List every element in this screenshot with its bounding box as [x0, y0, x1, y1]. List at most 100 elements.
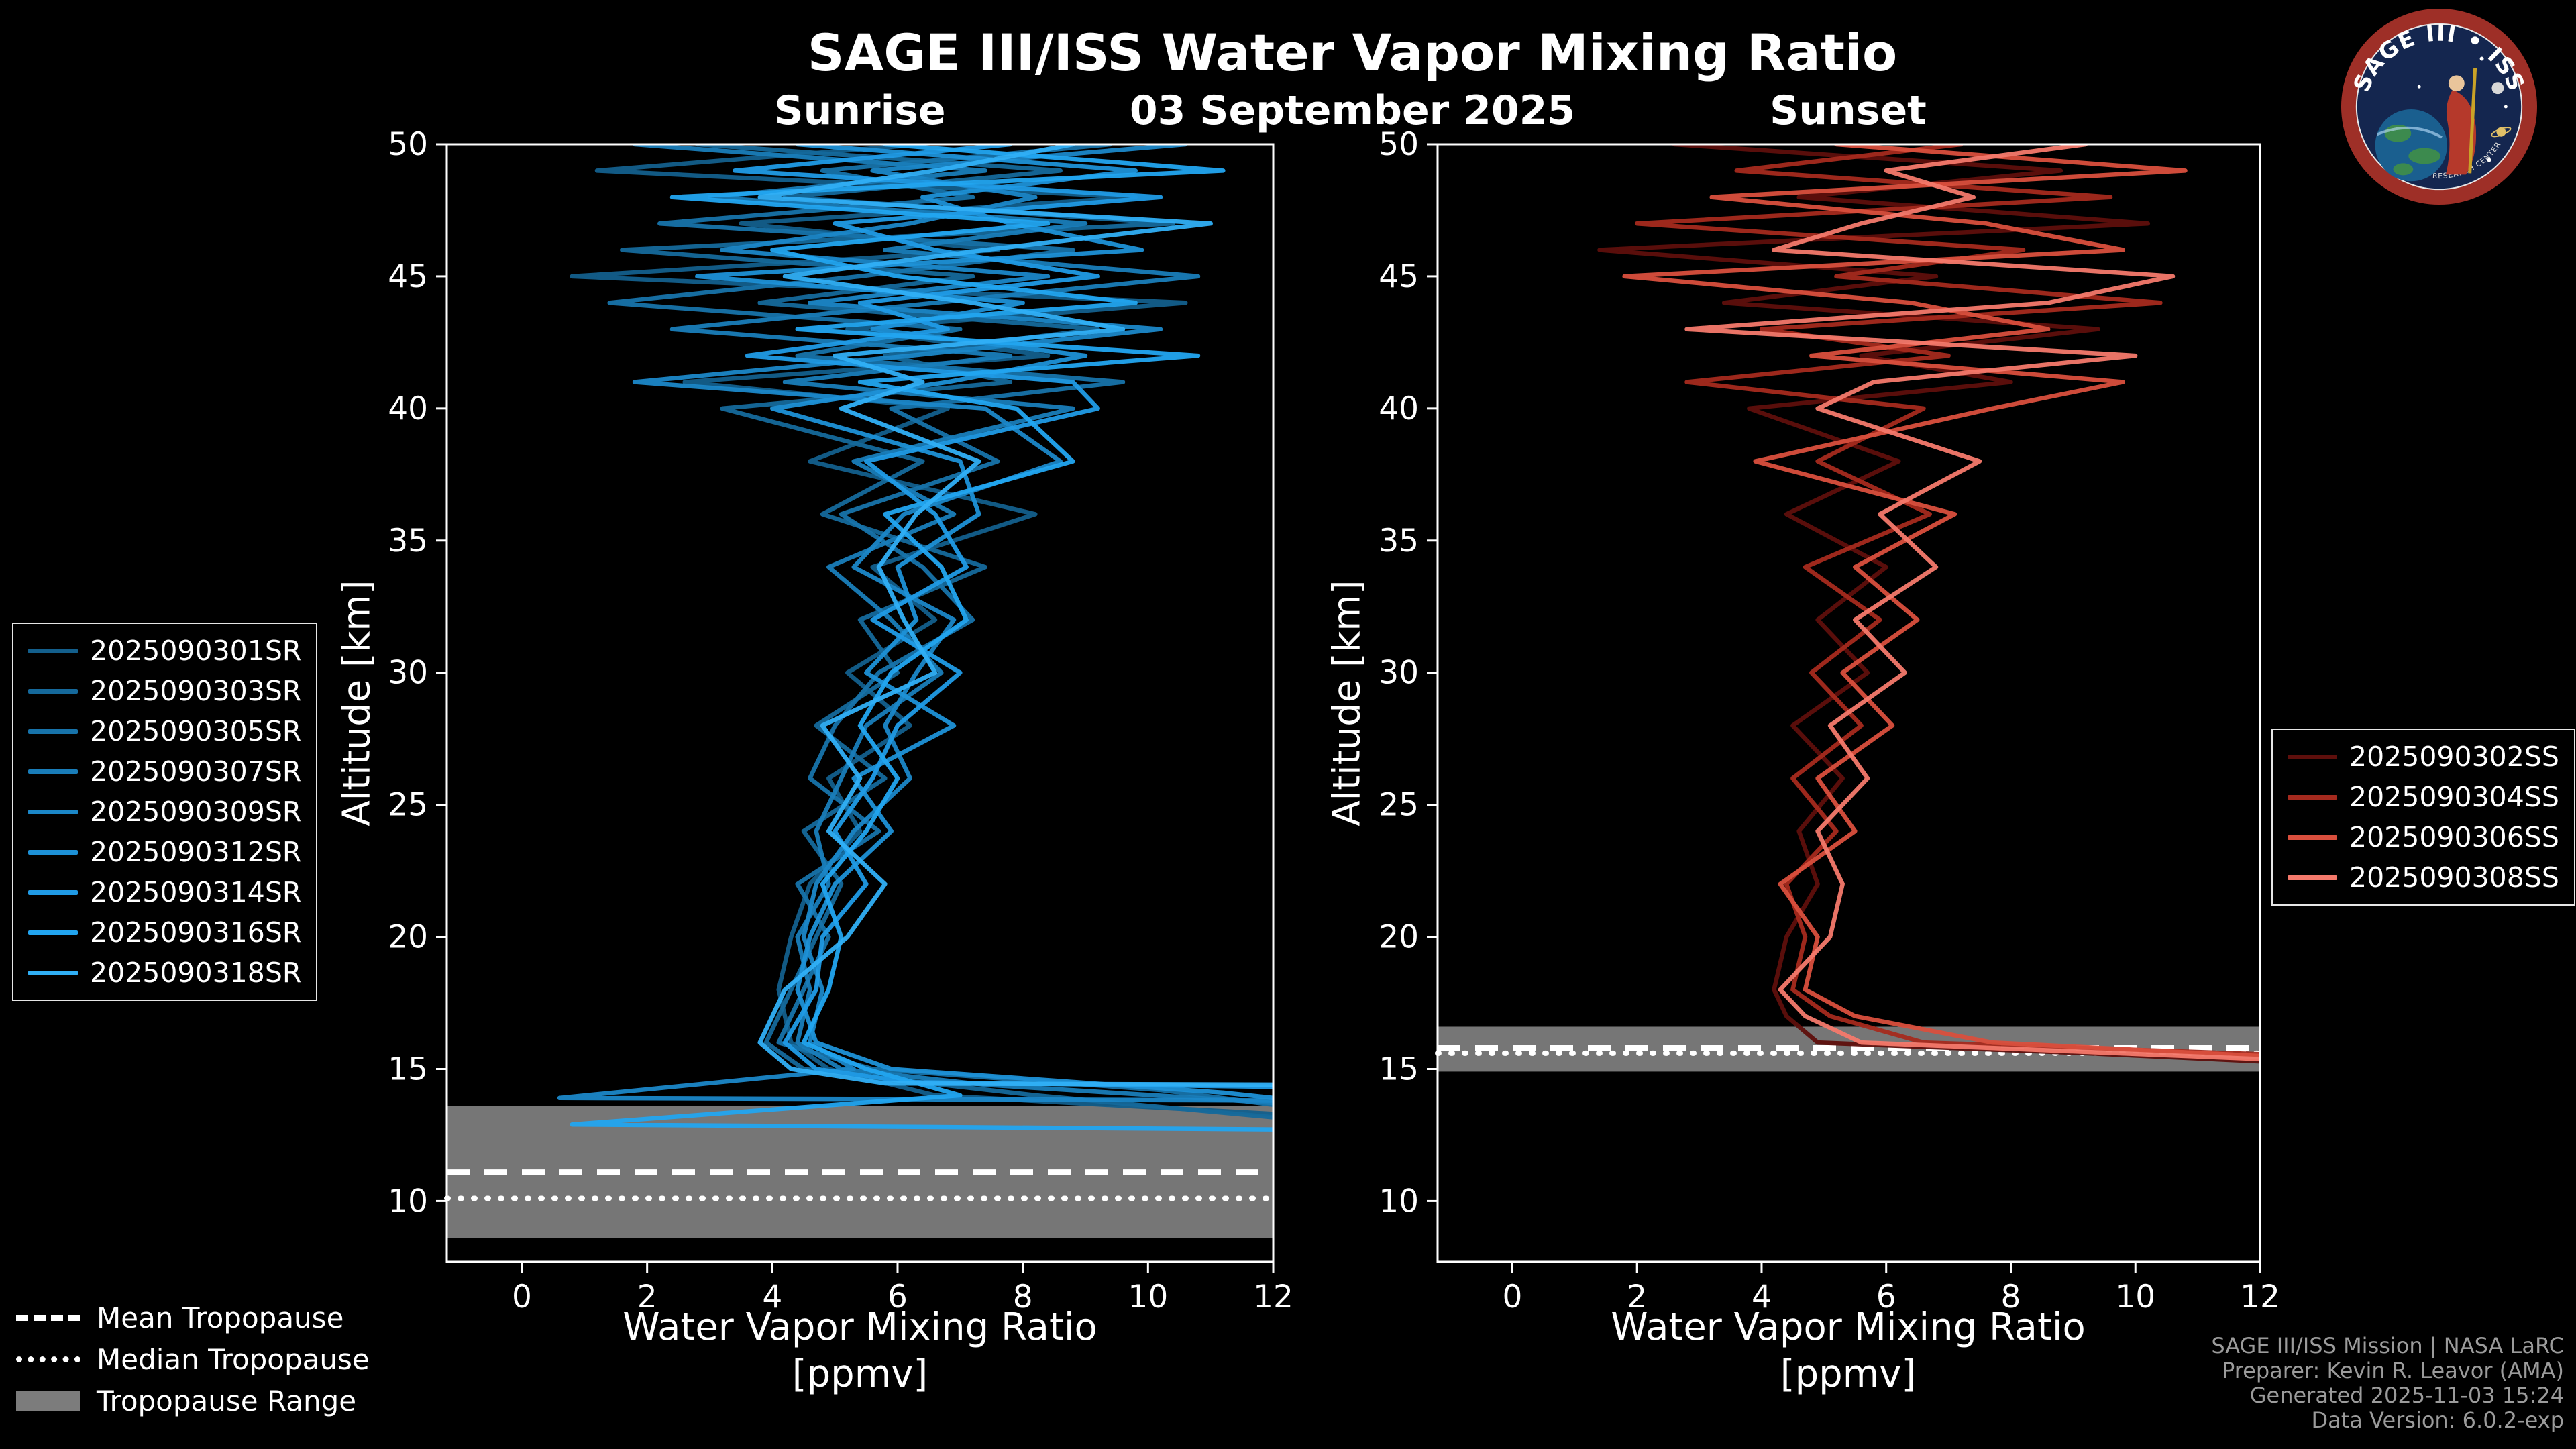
- profile-2025090308SS: [1684, 144, 2260, 1061]
- legend-line-swatch: [2288, 754, 2337, 759]
- legend-label: Mean Tropopause: [97, 1301, 344, 1334]
- sunset-panel: 0 2 4 6 8 10 12 10 15 20 25 30 35 40 45 50: [1379, 126, 2280, 1316]
- y-tick-label: 10: [1379, 1183, 1419, 1220]
- profile-2025090309SR: [557, 144, 1273, 1103]
- sunset-y-axis-label: Altitude [km]: [1325, 580, 1369, 826]
- legend-item: 2025090308SS: [2288, 861, 2559, 894]
- legend-label: 2025090301SR: [90, 635, 302, 667]
- profile-2025090316SR: [570, 144, 1273, 1132]
- legend-item: 2025090309SR: [28, 796, 302, 828]
- credit-line-generated: Generated 2025-11-03 15:24: [2249, 1383, 2564, 1408]
- profile-2025090304SS: [1634, 144, 2260, 1057]
- legend-line-swatch: [28, 729, 78, 734]
- legend-label: Tropopause Range: [97, 1384, 357, 1417]
- sunrise-panel: 0 2 4 6 8 10 12 10 15 20 25 30 35 40 45 50: [388, 126, 1293, 1316]
- x-tick-label: 4: [762, 1279, 782, 1316]
- legend-item: 2025090307SR: [28, 755, 302, 788]
- y-tick-label: 30: [1379, 655, 1419, 692]
- x-tick-label: 0: [512, 1279, 532, 1316]
- x-axis-label-line: Water Vapor Mixing Ratio: [623, 1305, 1097, 1349]
- sunset-x-axis-label: Water Vapor Mixing Ratio [ppmv]: [1611, 1304, 2085, 1398]
- y-tick-label: 10: [388, 1183, 428, 1220]
- legend-line-swatch: [2288, 794, 2337, 800]
- legend-line-swatch: [28, 809, 78, 814]
- x-tick-label: 4: [1752, 1279, 1772, 1316]
- band-swatch: [16, 1391, 80, 1411]
- x-tick-label: 6: [1876, 1279, 1896, 1316]
- logo-stars: [2417, 56, 2508, 162]
- legend-line-swatch: [28, 970, 78, 975]
- dotted-line-swatch: [16, 1356, 80, 1362]
- legend-label: Median Tropopause: [97, 1342, 370, 1376]
- legend-line-swatch: [28, 648, 78, 653]
- legend-label: 2025090304SS: [2349, 781, 2559, 813]
- legend-item: 2025090316SR: [28, 916, 302, 949]
- page-title: SAGE III/ISS Water Vapor Mixing Ratio: [807, 23, 1898, 83]
- mission-logo: SAGE III • ISS NASA LANGLEY RESEARCH CEN…: [2341, 8, 2538, 205]
- y-tick-label: 45: [388, 258, 428, 295]
- legend-item: 2025090303SR: [28, 675, 302, 707]
- y-tick-label: 20: [388, 919, 428, 956]
- profile-2025090306SS: [1622, 144, 2260, 1059]
- y-tick-label: 25: [1379, 787, 1419, 824]
- logo-figure: [2445, 68, 2477, 175]
- sunrise-x-axis-label: Water Vapor Mixing Ratio [ppmv]: [623, 1304, 1097, 1398]
- legend-line-swatch: [28, 769, 78, 774]
- sunrise-y-axis-label: Altitude [km]: [335, 580, 379, 826]
- legend-label: 2025090309SR: [90, 796, 302, 828]
- x-tick-label: 2: [637, 1279, 657, 1316]
- x-tick-label: 8: [2001, 1279, 2021, 1316]
- legend-item-mean-tropopause: Mean Tropopause: [16, 1301, 370, 1334]
- legend-item-median-tropopause: Median Tropopause: [16, 1342, 370, 1376]
- legend-line-swatch: [28, 890, 78, 895]
- x-tick-label: 0: [1503, 1279, 1523, 1316]
- plot-frame: [1436, 143, 2261, 1263]
- date-label: 03 September 2025: [1129, 87, 1576, 134]
- legend-item: 2025090312SR: [28, 836, 302, 868]
- legend-label: 2025090316SR: [90, 916, 302, 949]
- legend-item: 2025090305SR: [28, 715, 302, 747]
- legend-item: 2025090302SS: [2288, 741, 2559, 773]
- legend-label: 2025090303SR: [90, 675, 302, 707]
- legend-line-swatch: [28, 930, 78, 935]
- y-tick-label: 30: [388, 655, 428, 692]
- legend-label: 2025090307SR: [90, 755, 302, 788]
- legend-line-swatch: [2288, 835, 2337, 840]
- profile-2025090312SR: [695, 144, 1273, 1101]
- legend-item: 2025090318SR: [28, 957, 301, 989]
- legend-label: 2025090312SR: [90, 836, 302, 868]
- x-tick-label: 8: [1013, 1279, 1033, 1316]
- y-tick-label: 40: [388, 390, 428, 427]
- y-tick-label: 50: [1379, 126, 1419, 163]
- profile-2025090318SR: [757, 144, 1273, 1087]
- legend-label: 2025090305SR: [90, 715, 302, 747]
- credit-line-mission: SAGE III/ISS Mission | NASA LaRC: [2211, 1333, 2564, 1358]
- sunset-panel-title: Sunset: [1770, 87, 1927, 134]
- legend-item: 2025090304SS: [2288, 781, 2559, 813]
- sunrise-legend: 2025090301SR 2025090303SR 2025090305SR 2025…: [12, 623, 318, 1001]
- x-tick-label: 10: [2115, 1279, 2155, 1316]
- credits: SAGE III/ISS Mission | NASA LaRC Prepare…: [2211, 1334, 2564, 1433]
- y-tick-label: 45: [1379, 258, 1419, 295]
- legend-item: 2025090301SR: [28, 635, 302, 667]
- logo-earth: [2375, 109, 2447, 182]
- plot-frame: [445, 143, 1275, 1263]
- x-tick-label: 10: [1128, 1279, 1168, 1316]
- x-axis-label-line: Water Vapor Mixing Ratio: [1611, 1305, 2086, 1349]
- y-tick-label: 20: [1379, 919, 1419, 956]
- y-tick-label: 35: [1379, 523, 1419, 559]
- tropopause-legend: Mean Tropopause Median Tropopause Tropop…: [16, 1301, 370, 1417]
- legend-line-swatch: [28, 849, 78, 855]
- x-axis-label-units: [ppmv]: [792, 1352, 928, 1396]
- x-tick-label: 6: [888, 1279, 908, 1316]
- y-tick-label: 15: [1379, 1051, 1419, 1087]
- x-tick-label: 2: [1627, 1279, 1647, 1316]
- y-tick-label: 35: [388, 523, 428, 559]
- profile-2025090302SS: [1597, 144, 2260, 1064]
- sunrise-panel-title: Sunrise: [774, 87, 946, 134]
- y-tick-label: 25: [388, 787, 428, 824]
- dashed-line-swatch: [16, 1314, 80, 1321]
- legend-item: 2025090314SR: [28, 876, 301, 908]
- legend-label: 2025090306SS: [2349, 821, 2559, 853]
